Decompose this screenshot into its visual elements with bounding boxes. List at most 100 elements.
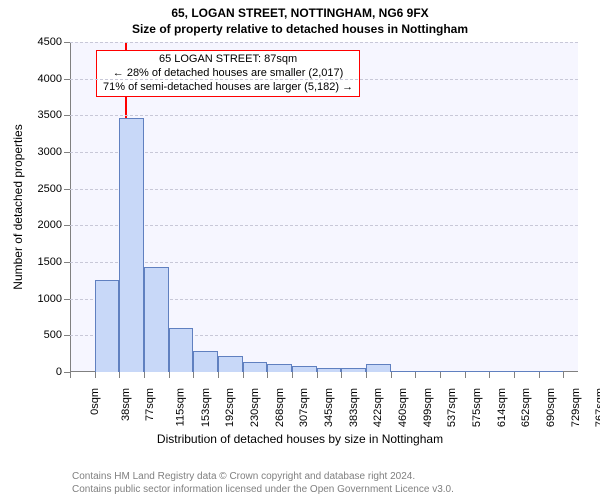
x-tick — [317, 372, 318, 378]
x-tick-label: 460sqm — [397, 388, 409, 427]
x-tick-label: 422sqm — [372, 388, 384, 427]
x-tick — [119, 372, 120, 378]
y-tick-label: 4000 — [26, 73, 62, 85]
y-tick-label: 3000 — [26, 146, 62, 158]
x-tick-label: 729sqm — [570, 388, 582, 427]
x-tick — [465, 372, 466, 378]
x-tick — [563, 372, 564, 378]
y-tick-label: 4500 — [26, 36, 62, 48]
bar — [243, 362, 268, 372]
bar — [539, 371, 564, 372]
grid-line — [70, 79, 578, 80]
plot-area: 65 LOGAN STREET: 87sqm ← 28% of detached… — [70, 42, 578, 372]
y-tick-label: 500 — [26, 329, 62, 341]
x-tick — [391, 372, 392, 378]
y-tick-label: 1500 — [26, 256, 62, 268]
x-tick — [514, 372, 515, 378]
y-tick — [64, 189, 70, 190]
bar — [119, 118, 144, 372]
y-tick-label: 1000 — [26, 293, 62, 305]
bar — [292, 366, 317, 372]
x-tick-label: 230sqm — [249, 388, 261, 427]
bar — [218, 356, 243, 372]
grid-line — [70, 42, 578, 43]
x-tick — [144, 372, 145, 378]
grid-line — [70, 152, 578, 153]
y-tick — [64, 262, 70, 263]
footnote: Contains HM Land Registry data © Crown c… — [72, 471, 454, 496]
x-tick-label: 614sqm — [496, 388, 508, 427]
bar — [489, 371, 514, 372]
x-tick — [366, 372, 367, 378]
grid-line — [70, 225, 578, 226]
y-tick-label: 3500 — [26, 109, 62, 121]
bar — [440, 371, 465, 372]
x-tick-label: 268sqm — [274, 388, 286, 427]
y-tick — [64, 115, 70, 116]
bar — [415, 371, 440, 372]
annotation-line-3: 71% of semi-detached houses are larger (… — [103, 81, 353, 95]
y-tick — [64, 225, 70, 226]
x-tick-label: 537sqm — [446, 388, 458, 427]
bar — [317, 368, 342, 372]
bar — [95, 280, 120, 372]
title-line-1: 65, LOGAN STREET, NOTTINGHAM, NG6 9FX — [0, 6, 600, 20]
annotation-box: 65 LOGAN STREET: 87sqm ← 28% of detached… — [96, 50, 360, 97]
y-tick — [64, 42, 70, 43]
title-line-2: Size of property relative to detached ho… — [0, 22, 600, 36]
x-tick-label: 115sqm — [174, 388, 186, 426]
x-tick-label: 345sqm — [323, 388, 335, 427]
bar — [514, 371, 539, 372]
x-tick-label: 767sqm — [594, 388, 600, 427]
y-axis-line — [70, 42, 71, 372]
x-tick-label: 499sqm — [422, 388, 434, 427]
x-tick — [70, 372, 71, 378]
grid-line — [70, 262, 578, 263]
bar — [144, 267, 169, 372]
y-tick-label: 2000 — [26, 219, 62, 231]
x-tick-label: 153sqm — [200, 388, 212, 427]
footnote-line-1: Contains HM Land Registry data © Crown c… — [72, 471, 454, 484]
x-tick — [292, 372, 293, 378]
x-tick-label: 77sqm — [144, 388, 156, 421]
bar — [391, 371, 416, 372]
x-tick — [218, 372, 219, 378]
y-tick-label: 0 — [26, 366, 62, 378]
bar — [366, 364, 391, 372]
x-tick — [489, 372, 490, 378]
y-tick — [64, 299, 70, 300]
x-tick — [341, 372, 342, 378]
y-tick-label: 2500 — [26, 183, 62, 195]
x-tick-label: 575sqm — [471, 388, 483, 427]
bar — [193, 351, 218, 372]
x-tick — [169, 372, 170, 378]
x-tick — [95, 372, 96, 378]
x-tick-label: 192sqm — [224, 388, 236, 427]
bar — [169, 328, 194, 372]
bar — [465, 371, 490, 372]
annotation-line-1: 65 LOGAN STREET: 87sqm — [103, 53, 353, 67]
bar — [341, 368, 366, 372]
y-tick — [64, 335, 70, 336]
x-tick-label: 690sqm — [545, 388, 557, 427]
x-tick-label: 0sqm — [89, 388, 101, 415]
chart-container: 65, LOGAN STREET, NOTTINGHAM, NG6 9FX Si… — [0, 0, 600, 500]
x-tick-label: 383sqm — [348, 388, 360, 427]
x-tick — [243, 372, 244, 378]
grid-line — [70, 189, 578, 190]
x-tick — [440, 372, 441, 378]
x-tick — [193, 372, 194, 378]
x-tick-label: 652sqm — [520, 388, 532, 427]
footnote-line-2: Contains public sector information licen… — [72, 484, 454, 497]
y-tick — [64, 79, 70, 80]
x-tick — [539, 372, 540, 378]
y-axis-title: Number of detached properties — [11, 124, 25, 289]
x-tick — [415, 372, 416, 378]
x-tick-label: 307sqm — [298, 388, 310, 427]
x-tick-label: 38sqm — [120, 388, 132, 421]
x-tick — [267, 372, 268, 378]
x-axis-title: Distribution of detached houses by size … — [0, 432, 600, 446]
y-tick — [64, 152, 70, 153]
bar — [267, 364, 292, 372]
grid-line — [70, 115, 578, 116]
